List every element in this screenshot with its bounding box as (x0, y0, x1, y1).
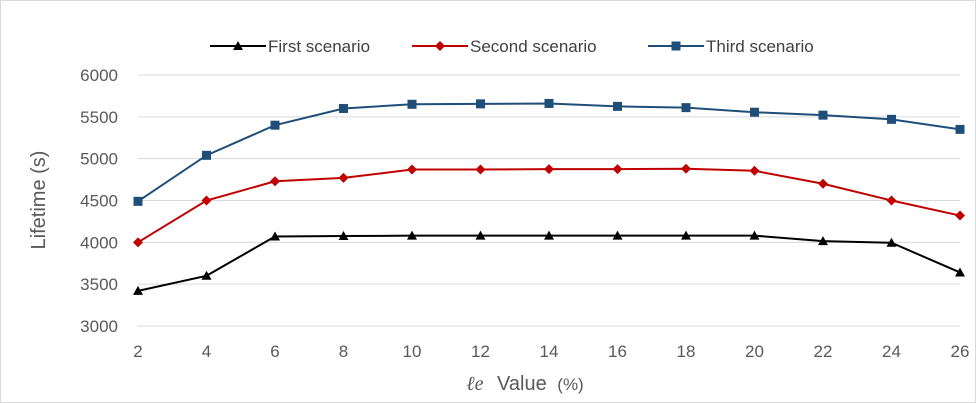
data-point (818, 178, 828, 189)
data-point (338, 231, 349, 241)
data-point (613, 101, 622, 111)
x-tick-label: 12 (471, 342, 490, 361)
data-point (475, 230, 486, 240)
x-tick-label: 22 (814, 342, 833, 361)
data-point (749, 230, 760, 240)
data-point (407, 230, 417, 240)
data-point (475, 164, 486, 175)
data-point (887, 114, 896, 124)
data-point (612, 230, 623, 240)
data-point (955, 267, 965, 277)
x-tick-label: 16 (608, 342, 627, 361)
data-point (612, 164, 623, 175)
legend-marker (435, 41, 445, 51)
x-tick-label: 20 (745, 342, 764, 361)
data-point (681, 230, 691, 240)
data-point (339, 103, 348, 113)
x-axis-title-unit: (%) (557, 375, 583, 394)
y-axis-ticks: 3000 3500 4000 4500 5000 5500 6000 (80, 66, 118, 336)
y-tick-label: 3000 (80, 317, 118, 336)
series-1 (133, 230, 965, 295)
y-tick-label: 3500 (80, 275, 118, 294)
x-tick-label: 26 (951, 342, 970, 361)
data-point (476, 99, 485, 109)
x-tick-label: 24 (882, 342, 901, 361)
y-tick-label: 4500 (80, 192, 118, 211)
data-point (886, 195, 897, 206)
legend-marker (233, 41, 243, 50)
series-2 (133, 163, 965, 248)
gridlines (138, 74, 960, 327)
x-tick-label: 10 (403, 342, 422, 361)
data-point (749, 165, 760, 176)
x-axis-ticks: 2 4 6 8 10 12 14 16 18 20 22 24 26 (133, 342, 969, 361)
data-point (750, 107, 759, 117)
legend-item: Second scenario (412, 37, 597, 56)
data-point (407, 164, 417, 175)
x-tick-label: 2 (133, 342, 142, 361)
data-point (818, 110, 828, 120)
data-point (270, 120, 280, 130)
series-group (133, 98, 965, 295)
y-tick-label: 5000 (80, 150, 118, 169)
legend-label: Third scenario (706, 37, 814, 56)
data-point (133, 285, 143, 295)
legend-label: First scenario (268, 37, 370, 56)
data-point (955, 210, 965, 221)
x-tick-label: 4 (202, 342, 211, 361)
data-point (270, 231, 280, 241)
data-point (544, 230, 554, 240)
data-point (133, 237, 143, 248)
series-line (137, 234, 961, 292)
data-point (407, 99, 417, 109)
data-point (681, 103, 691, 113)
data-point (886, 237, 897, 247)
x-axis-title-text: Value (497, 373, 547, 395)
legend-item: Third scenario (648, 37, 814, 56)
data-point (201, 270, 212, 280)
legend-item: First scenario (210, 37, 370, 56)
x-axis-title-symbol: ℓe (466, 373, 483, 395)
data-point (544, 164, 554, 175)
data-point (544, 98, 554, 108)
x-tick-label: 6 (270, 342, 279, 361)
data-point (133, 196, 143, 206)
data-point (818, 236, 828, 246)
x-tick-label: 8 (339, 342, 348, 361)
data-point (681, 163, 691, 174)
y-tick-label: 6000 (80, 66, 118, 85)
x-tick-label: 14 (540, 342, 559, 361)
data-point (955, 124, 965, 134)
legend-marker (671, 41, 681, 51)
data-point (202, 150, 211, 160)
y-axis-title: Lifetime (s) (28, 151, 50, 250)
legend-label: Second scenario (470, 37, 597, 56)
series-3 (133, 98, 965, 206)
x-tick-label: 18 (677, 342, 696, 361)
data-point (338, 172, 349, 183)
y-tick-label: 5500 (80, 108, 118, 127)
x-axis-title: ℓe Value (%) (466, 373, 583, 395)
data-point (201, 195, 212, 206)
y-tick-label: 4000 (80, 233, 118, 252)
legend: First scenario Second scenario Third scena… (210, 37, 814, 56)
data-point (270, 176, 280, 187)
